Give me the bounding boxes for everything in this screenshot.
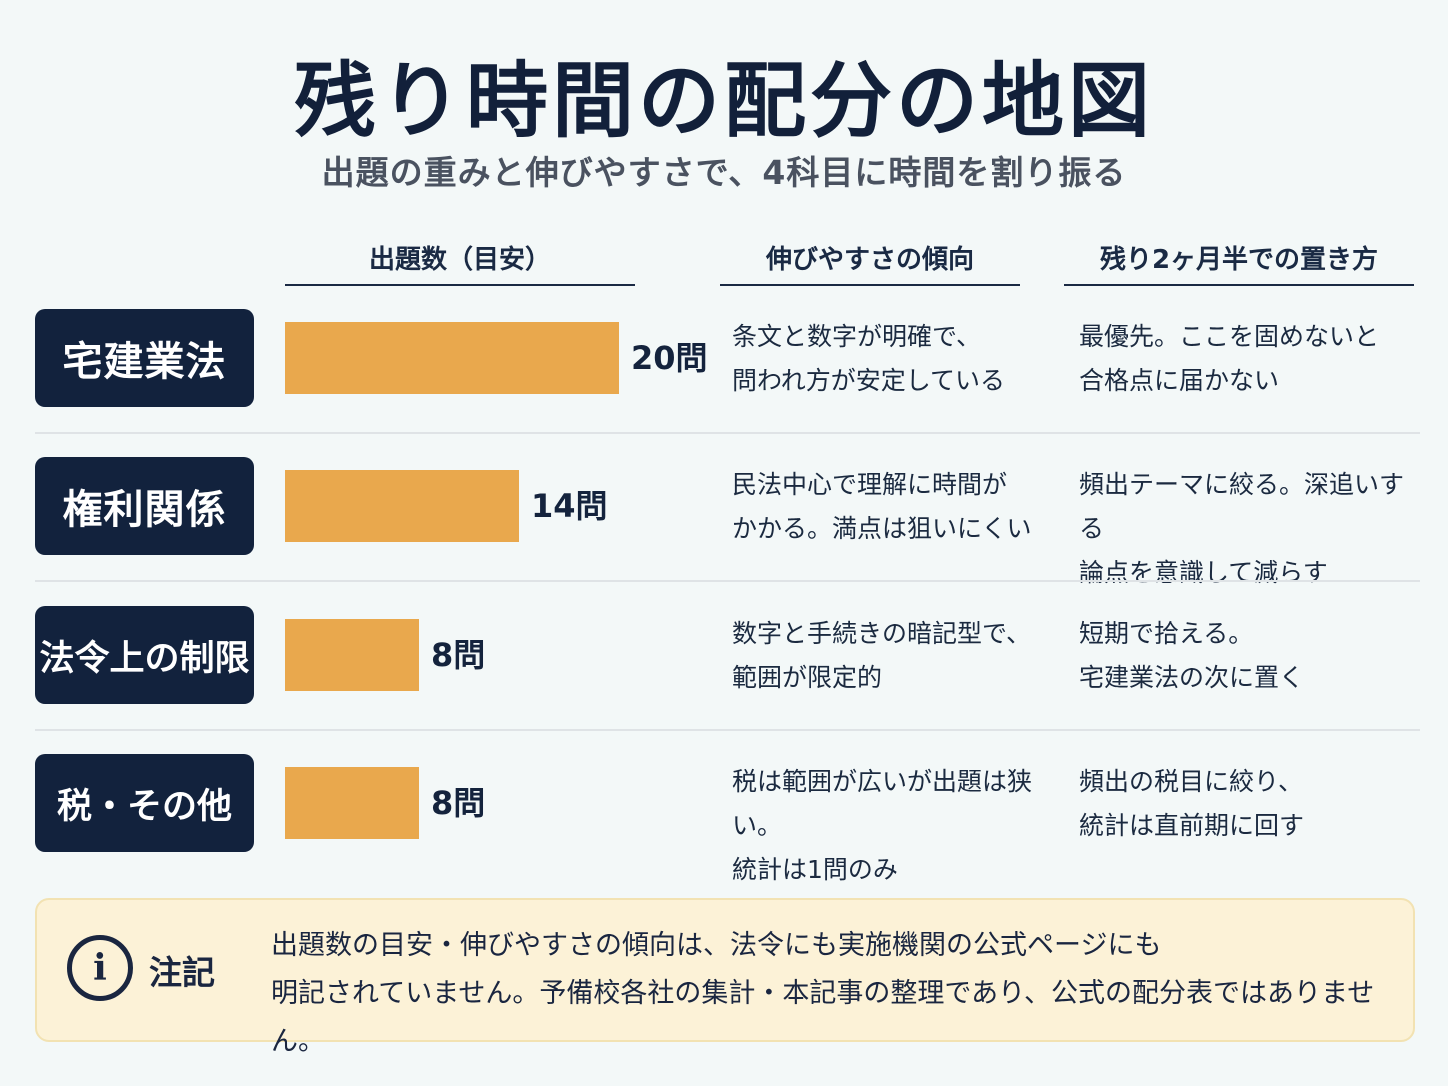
subject-label: 権利関係 bbox=[35, 457, 254, 555]
subject-label: 税・その他 bbox=[35, 754, 254, 852]
row-divider bbox=[35, 729, 1420, 731]
row-divider bbox=[35, 432, 1420, 434]
bar-track: 20問 bbox=[285, 322, 708, 394]
subject-row: 宅建業法 20問 条文と数字が明確で、 問われ方が安定している 最優先。ここを固めない… bbox=[35, 309, 1420, 409]
bar-track: 14問 bbox=[285, 470, 705, 542]
column-header-count: 出題数（目安） bbox=[285, 240, 635, 286]
trend-text: 数字と手続きの暗記型で、 範囲が限定的 bbox=[732, 619, 1032, 692]
bar-track: 8問 bbox=[285, 767, 705, 839]
note-label: 注記 bbox=[149, 953, 215, 992]
plan-text: 短期で拾える。 宅建業法の次に置く bbox=[1079, 619, 1305, 692]
trend-text: 税は範囲が広いが出題は狭い。 統計は1問のみ bbox=[732, 767, 1033, 884]
subject-row: 法令上の制限 8問 数字と手続きの暗記型で、 範囲が限定的 短期で拾える。 宅建業法の… bbox=[35, 606, 1420, 706]
count-bar bbox=[285, 767, 419, 839]
count-value-label: 20問 bbox=[631, 339, 708, 377]
plan-text: 最優先。ここを固めないと 合格点に届かない bbox=[1079, 322, 1380, 395]
page-subtitle: 出題の重みと伸びやすさで、4科目に時間を割り振る bbox=[321, 153, 1127, 192]
subject-row: 税・その他 8問 税は範囲が広いが出題は狭い。 統計は1問のみ 頻出の税目に絞り、 統… bbox=[35, 754, 1420, 884]
trend-text: 民法中心で理解に時間が かかる。満点は狙いにくい bbox=[732, 470, 1032, 543]
bar-track: 8問 bbox=[285, 619, 705, 691]
note-text: 出題数の目安・伸びやすさの傾向は、法令にも実施機関の公式ページにも 明記されてい… bbox=[271, 930, 1375, 1057]
plan-text: 頻出テーマに絞る。深追いする 論点を意識して減らす bbox=[1079, 470, 1405, 587]
note-box: i 注記 出題数の目安・伸びやすさの傾向は、法令にも実施機関の公式ページにも 明… bbox=[35, 898, 1415, 1057]
count-bar bbox=[285, 322, 619, 394]
count-bar bbox=[285, 470, 519, 542]
plan-text: 頻出の税目に絞り、 統計は直前期に回す bbox=[1079, 767, 1305, 840]
column-header-trend: 伸びやすさの傾向 bbox=[720, 240, 1020, 286]
subject-label: 宅建業法 bbox=[35, 309, 254, 407]
count-value-label: 8問 bbox=[431, 784, 486, 822]
column-header-plan: 残り2ヶ月半での置き方 bbox=[1064, 240, 1414, 286]
page-title: 残り時間の配分の地図 bbox=[293, 54, 1154, 149]
subject-label: 法令上の制限 bbox=[35, 606, 254, 704]
subject-row: 権利関係 14問 民法中心で理解に時間が かかる。満点は狙いにくい 頻出テーマに絞る。… bbox=[35, 457, 1420, 587]
info-icon: i bbox=[67, 935, 133, 1001]
count-value-label: 14問 bbox=[531, 487, 608, 525]
count-value-label: 8問 bbox=[431, 636, 486, 674]
count-bar bbox=[285, 619, 419, 691]
trend-text: 条文と数字が明確で、 問われ方が安定している bbox=[732, 322, 1006, 395]
row-divider bbox=[35, 580, 1420, 582]
